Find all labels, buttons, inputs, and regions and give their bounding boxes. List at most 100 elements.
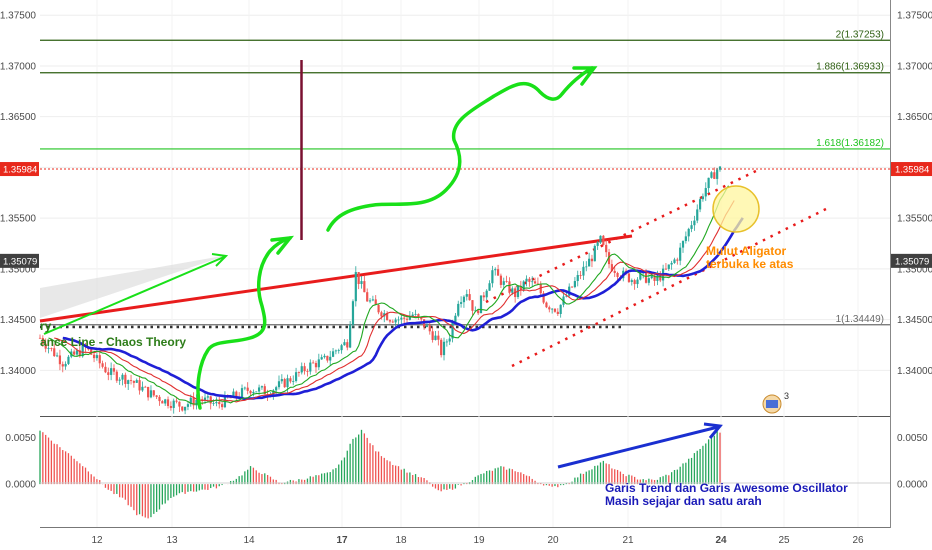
alligator-jaw xyxy=(62,217,744,401)
candle-down xyxy=(306,371,309,372)
annotation-text-ry: ry xyxy=(40,319,52,333)
candle-down xyxy=(539,283,542,294)
right-tick-label: 1.35000 xyxy=(897,264,932,275)
candle-down xyxy=(610,264,613,271)
candle-down xyxy=(155,395,158,397)
price-panel-bg xyxy=(40,0,890,416)
candle-up xyxy=(67,356,70,364)
candle-down xyxy=(104,366,107,373)
candle-up xyxy=(135,380,138,383)
price-tag-left-label: 1.35079 xyxy=(3,256,37,267)
candle-up xyxy=(275,387,278,391)
candle-down xyxy=(431,331,434,340)
candle-up xyxy=(588,258,591,267)
candle-up xyxy=(55,355,59,357)
fib-level-label: 1(1.34449) xyxy=(836,314,884,325)
candle-up xyxy=(110,368,113,375)
candle-down xyxy=(98,355,101,364)
annotation-balance-line: ance Line - Chaos Theory xyxy=(40,335,186,349)
candle-up xyxy=(368,300,372,302)
highlight-circle xyxy=(712,185,760,233)
time-tick-label: 14 xyxy=(243,535,255,546)
candle-down xyxy=(542,293,545,303)
candle-down xyxy=(590,258,594,262)
candle-down xyxy=(303,366,306,372)
candle-down xyxy=(440,339,443,356)
left-tick-label: 1.37500 xyxy=(0,11,36,22)
candle-up xyxy=(650,275,653,279)
candle-up xyxy=(340,345,343,351)
candle-up xyxy=(127,380,130,384)
candle-down xyxy=(508,281,511,293)
forecast-squiggle-1 xyxy=(196,236,292,410)
candle-down xyxy=(58,355,62,365)
candle-down xyxy=(235,391,238,397)
candle-down xyxy=(178,401,181,407)
trend-line xyxy=(39,234,633,323)
forecast-squiggle-2 xyxy=(326,66,594,232)
candle-up xyxy=(64,363,67,367)
candle-down xyxy=(366,292,369,302)
candle-up xyxy=(337,350,340,351)
candle-down xyxy=(374,299,377,305)
candle-down xyxy=(158,396,161,402)
candle-up xyxy=(525,278,528,282)
candle-up xyxy=(203,397,207,401)
candle-down xyxy=(536,283,540,285)
candle-up xyxy=(687,228,690,237)
time-tick-label: 18 xyxy=(395,535,407,546)
candle-down xyxy=(570,286,574,288)
right-tick-label: 1.37000 xyxy=(897,61,932,72)
candle-down xyxy=(112,368,116,372)
candle-down xyxy=(377,304,380,313)
candle-down xyxy=(499,275,503,285)
right-tick-label: 1.36500 xyxy=(897,112,932,123)
candle-up xyxy=(397,319,400,321)
candle-up xyxy=(488,283,491,291)
candle-down xyxy=(653,275,656,281)
candle-down xyxy=(417,313,420,318)
candle-up xyxy=(354,272,357,302)
alligator-lips xyxy=(48,185,729,405)
candle-up xyxy=(215,402,218,404)
left-price-axis: 1.375001.370001.365001.360001.355001.350… xyxy=(0,11,36,377)
candle-up xyxy=(459,302,463,304)
candle-down xyxy=(263,386,266,395)
candle-up xyxy=(189,397,192,405)
right-tick-label: 1.37500 xyxy=(897,11,932,22)
candle-up xyxy=(351,301,355,325)
candle-down xyxy=(428,325,431,332)
right-price-axis: 1.375001.370001.365001.360001.355001.350… xyxy=(897,11,932,377)
candle-down xyxy=(613,270,616,273)
candle-down xyxy=(605,244,608,253)
forecast-arrowhead-1 xyxy=(270,235,295,255)
candle-down xyxy=(175,400,178,402)
candle-up xyxy=(329,356,332,361)
candle-down xyxy=(545,302,548,308)
candle-down xyxy=(505,281,508,283)
candle-up xyxy=(718,166,722,170)
candle-up xyxy=(639,273,642,280)
candle-up xyxy=(551,308,554,310)
candle-down xyxy=(548,307,551,310)
right-tick-label: 1.34000 xyxy=(897,366,932,377)
candle-up xyxy=(565,295,568,297)
candle-up xyxy=(531,281,534,283)
svg-text:3: 3 xyxy=(784,391,789,401)
indicator-badge-icon[interactable]: 3 xyxy=(762,391,789,414)
candle-up xyxy=(445,341,448,343)
candle-up xyxy=(240,388,244,397)
candle-down xyxy=(386,313,389,321)
candle-up xyxy=(47,348,50,349)
candle-up xyxy=(394,319,397,323)
candle-up xyxy=(121,374,124,380)
candle-up xyxy=(647,278,650,283)
candle-up xyxy=(593,245,596,262)
candle-up xyxy=(141,386,144,391)
candle-down xyxy=(147,386,150,398)
candle-up xyxy=(260,386,264,388)
candle-up xyxy=(243,387,246,389)
candle-up xyxy=(400,317,403,320)
candle-down xyxy=(659,275,662,281)
